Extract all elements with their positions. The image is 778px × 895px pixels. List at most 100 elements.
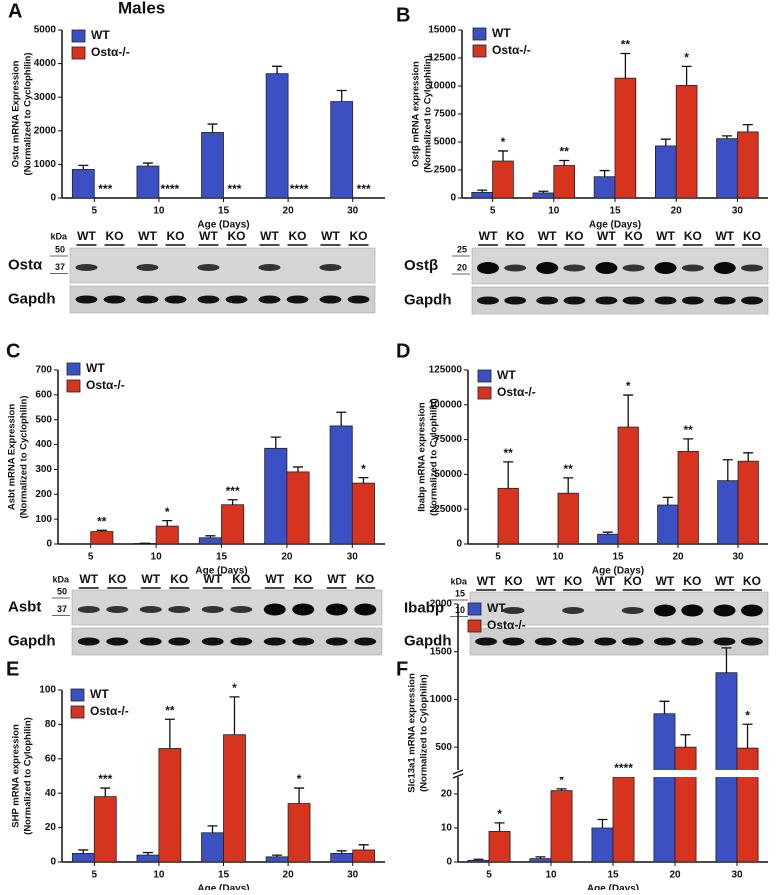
gapdh-band [106,638,128,646]
significance-label: * [297,772,302,786]
bar [266,74,288,198]
lane-label: WT [327,572,346,586]
x-tick-label: 30 [347,206,359,217]
blot-band [168,606,190,613]
y-axis-label: (Normalized to Cyclophilin) [19,396,30,519]
blot-band [75,264,97,271]
legend-swatch [71,689,84,701]
bar [615,78,636,198]
bar [353,850,375,862]
gapdh-band [165,296,187,304]
y-tick-label: 1500 [430,646,453,657]
gapdh-band [595,297,617,305]
x-tick-label: 10 [153,870,165,881]
bar [202,833,224,862]
gapdh-band [594,638,616,646]
lane-label: KO [565,229,583,243]
error-bar [162,521,172,526]
error-bar [78,850,88,853]
error-bar [495,823,505,832]
y-tick-label: 125000 [429,365,463,376]
legend-label: WT [90,687,109,701]
x-tick-label: 20 [672,552,684,563]
bar [594,177,615,198]
bar [72,169,94,198]
error-bar [743,724,753,748]
legend-swatch [67,363,80,375]
bar [678,451,698,544]
x-tick-label: 10 [545,870,557,881]
blot-band [741,265,763,272]
blot-band [714,262,736,274]
legend-label: Ostα-/- [487,618,526,632]
kda-marker: 37 [55,262,65,272]
lane-label: KO [289,229,307,243]
y-tick-label: 500 [435,742,452,753]
blot-band [292,604,314,616]
bar [613,777,634,862]
blot-band [258,264,280,271]
error-bar [661,139,671,146]
y-tick-label: 1000 [34,159,57,170]
legend-label: WT [497,368,516,382]
lane-label: KO [684,229,702,243]
significance-label: ** [504,446,514,460]
y-tick-label: 2500 [434,165,457,176]
y-tick-label: 15000 [428,25,456,36]
error-bar [722,136,732,139]
gapdh-band [504,297,526,305]
error-bar [743,125,753,132]
x-tick-label: 15 [218,870,230,881]
bar [655,146,676,198]
lane-label: KO [356,572,374,586]
significance-label: **** [161,182,180,196]
bar [222,505,244,544]
error-bar [723,460,733,481]
blot-band [230,606,252,613]
significance-label: * [165,505,170,519]
bar [137,166,159,198]
significance-label: ** [560,145,570,159]
error-bar [294,788,304,803]
error-bar [663,497,673,505]
x-tick-label: 20 [281,552,293,563]
kda-marker: 50 [57,586,67,596]
legend-swatch [71,706,84,718]
y-tick-label: 100 [35,514,52,525]
error-bar [337,90,347,101]
bar [530,859,551,862]
lane-label: KO [743,574,761,588]
x-tick-label: 20 [283,206,295,217]
x-tick-label: 15 [612,552,624,563]
significance-label: * [497,807,502,821]
lane-label: KO [506,229,524,243]
lane-label: KO [167,229,185,243]
error-bar [228,500,238,505]
gapdh-band [230,638,252,646]
error-bar [100,788,110,797]
blot-band [197,264,219,271]
bar [91,532,113,544]
x-tick-label: 15 [609,206,621,217]
bar [352,483,374,544]
error-bar [498,151,508,161]
x-tick-label: 5 [88,552,94,563]
lane-label: WT [477,574,496,588]
legend-label: WT [487,601,506,615]
panel-letter: A [8,0,22,22]
legend-label: WT [492,26,511,40]
gapdh-band [655,297,677,305]
bar [676,85,697,198]
kda-marker: 20 [457,262,467,272]
significance-label: * [745,708,750,722]
error-bar [659,701,669,713]
protein-label: Gapdh [8,290,56,307]
significance-label: ** [684,423,694,437]
y-axis-label: (Normalized to Cylophilin) [23,717,34,835]
x-tick-label: 10 [548,206,560,217]
x-tick-label: 15 [218,206,230,217]
x-axis-label: Age (Days) [197,884,249,890]
legend-label: WT [86,361,105,375]
legend-label: Ostα-/- [91,45,130,59]
lane-label: WT [199,229,218,243]
